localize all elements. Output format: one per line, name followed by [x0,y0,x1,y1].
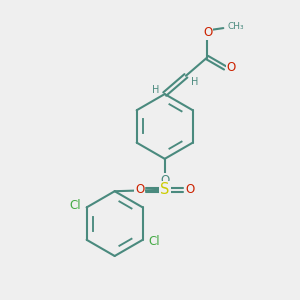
Text: O: O [185,183,194,196]
Text: S: S [160,182,169,197]
Text: Cl: Cl [69,200,81,212]
Text: H: H [152,85,159,94]
Text: O: O [227,61,236,74]
Text: CH₃: CH₃ [228,22,244,31]
Text: H: H [191,77,198,87]
Text: O: O [160,173,169,187]
Text: O: O [203,26,212,39]
Text: O: O [135,183,144,196]
Text: Cl: Cl [149,235,160,248]
